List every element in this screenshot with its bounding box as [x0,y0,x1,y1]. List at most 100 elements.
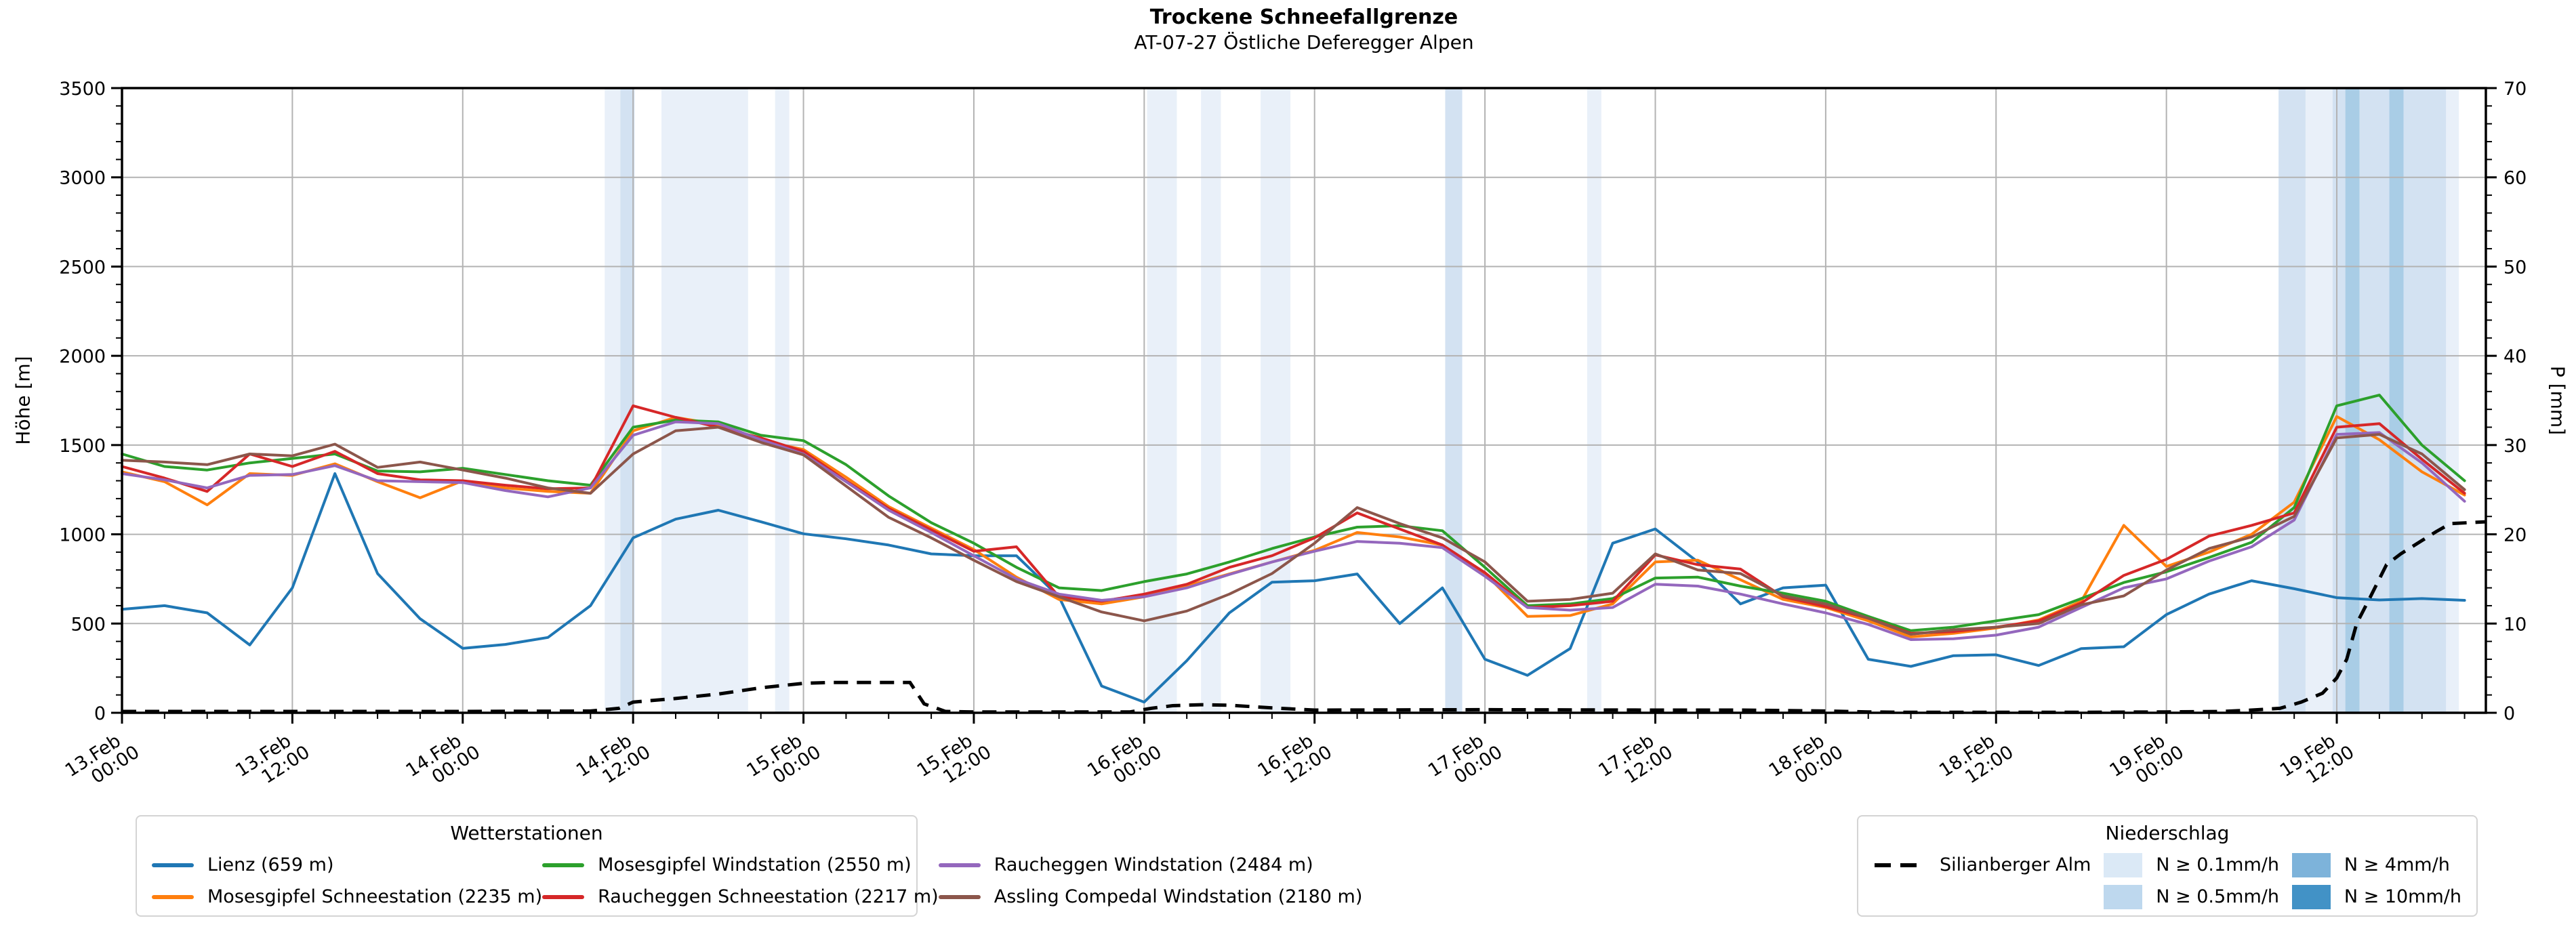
legend-column: Lienz (659 m) Mosesgipfel Schneestation (… [152,849,542,913]
legend-entry-station: Raucheggen Windstation (2484 m) [938,849,1363,881]
gridlines [122,88,2486,713]
legend-swatch-precip-4 [2291,852,2331,877]
y-tick-label: 1500 [59,436,106,457]
dashed-line-swatch [1875,863,1925,867]
y-tick-label: 0 [94,703,106,724]
legend-label: Silianberger Alm [1940,854,2091,875]
page-subtitle: AT-07-27 Östliche Deferegger Alpen [1134,31,1474,54]
precip-band-0.1 [1147,88,1177,713]
legend-entry-precip-0.1: N ≥ 0.1mm/h [2104,849,2279,881]
x-tick-label: 17.Feb00:00 [1425,725,1507,797]
precip-band-0.1 [1261,88,1291,713]
axis-tick-labels: 0 500 1000 1500 2000 2500 3000 3500 0 10 20 30 40 50 6… [59,79,2527,797]
legend-entry-precip-4: N ≥ 4mm/h [2291,849,2461,881]
precip-band-0.1 [1587,88,1601,713]
precip-band-0.5 [2403,88,2447,713]
y-tick-label: 2000 [59,346,106,367]
precip-band-0.5 [2278,88,2306,713]
legend-column: N ≥ 0.1mm/h N ≥ 0.5mm/h [2104,849,2279,913]
legend-swatch-precip-0.5 [2104,884,2143,909]
y-right-tick-label: 60 [2503,168,2527,189]
legend-entry-precip-10: N ≥ 10mm/h [2291,881,2461,913]
precip-band-0.5 [2332,88,2346,713]
x-tick-label: 13.Feb12:00 [232,725,314,797]
x-tick-label: 16.Feb12:00 [1254,725,1336,797]
axes-frame [121,87,2487,714]
y-right-tick-label: 70 [2503,79,2527,100]
x-tick-label: 19.Feb12:00 [2276,725,2358,797]
y-right-tick-label: 10 [2503,614,2527,635]
x-tick-label: 18.Feb12:00 [1936,725,2018,797]
legend-label: N ≥ 10mm/h [2344,886,2461,907]
legend-swatch-precip-10 [2291,884,2331,909]
series-silianberger-alm-dashed [122,520,2487,714]
series-assling [121,426,2466,636]
y-tick-label: 500 [70,614,106,635]
y-right-tick-label: 40 [2503,346,2527,367]
legend-entry-precip-0.5: N ≥ 0.5mm/h [2104,881,2279,913]
legend-label: N ≥ 0.1mm/h [2156,854,2279,875]
legend-label: Lienz (659 m) [207,854,334,875]
legend-entry-station: Lienz (659 m) [152,849,542,881]
precip-band-0.5 [620,88,635,713]
legend-weather-stations: Wetterstationen Lienz (659 m) Mosesgipfel… [136,815,1362,917]
legend-title: Wetterstationen [450,822,603,844]
legend-entry-station: Mosesgipfel Schneestation (2235 m) [152,881,542,913]
y-tick-label: 3500 [59,79,106,100]
series-lienz [121,472,2466,704]
legend-label: Raucheggen Windstation (2484 m) [994,854,1313,875]
legend-entry-silianberger-alm: Silianberger Alm [1873,849,2091,881]
legend-column: N ≥ 4mm/h N ≥ 10mm/h [2291,849,2461,913]
y-tick-label: 3000 [59,168,106,189]
y-tick-label: 2500 [59,257,106,278]
legend-column: Silianberger Alm [1873,849,2091,881]
legend-label: Mosesgipfel Schneestation (2235 m) [207,886,543,907]
legend-label: N ≥ 0.5mm/h [2156,886,2279,907]
legend-swatch-station [938,894,981,899]
precip-band-4 [2345,88,2360,713]
precip-band-0.1 [661,88,748,713]
x-tick-label: 18.Feb00:00 [1765,725,1847,797]
y-right-tick-label: 30 [2503,436,2527,457]
y-right-tick-label: 0 [2503,703,2515,724]
precip-bands [605,88,2459,713]
legend-swatch-station [152,894,194,899]
legend-swatch-precip-0.1 [2104,852,2143,877]
y-right-tick-label: 50 [2503,257,2527,278]
legend-swatch-station [938,863,981,867]
legend-swatch-station [152,863,194,867]
legend-label: N ≥ 4mm/h [2344,854,2450,875]
precip-band-4 [2389,88,2404,713]
precip-band-0.1 [1201,88,1221,713]
page-title: Trockene Schneefallgrenze [1149,5,1458,29]
station-series [121,394,2466,704]
legend-column: Raucheggen Windstation (2484 m) Assling C… [938,849,1363,913]
series-mosesgipfel_wind [121,394,2466,632]
legend-precipitation: Niederschlag Silianberger Alm N ≥ 0.1mm/h… [1857,815,2478,917]
precip-band-0.1 [605,88,621,713]
legend-swatch-station [542,863,585,867]
legend-title: Niederschlag [2105,822,2230,844]
legend-label: Mosesgipfel Windstation (2550 m) [598,854,912,875]
precip-band-0.1 [775,88,790,713]
y-right-tick-label: 20 [2503,525,2527,546]
precip-band-0.1 [2305,88,2333,713]
x-tick-label: 16.Feb00:00 [1084,725,1166,797]
series-raucheggen_schnee [121,404,2466,635]
legend-swatch-station [542,894,585,899]
y-tick-label: 1000 [59,525,106,546]
x-tick-label: 15.Feb00:00 [743,725,825,797]
x-tick-label: 19.Feb00:00 [2106,725,2188,797]
legend-entry-station: Raucheggen Schneestation (2217 m) [542,881,939,913]
x-tick-label: 17.Feb12:00 [1595,725,1677,797]
legend-entry-station: Mosesgipfel Windstation (2550 m) [542,849,939,881]
series-mosesgipfel_schnee [121,415,2466,638]
legend-entry-station: Assling Compedal Windstation (2180 m) [938,881,1363,913]
legend-label: Assling Compedal Windstation (2180 m) [994,886,1363,907]
precip-band-0.1 [2446,88,2459,713]
x-tick-label: 14.Feb12:00 [573,725,655,797]
axis-ticks [111,87,2497,724]
x-tick-label: 13.Feb00:00 [62,725,144,797]
